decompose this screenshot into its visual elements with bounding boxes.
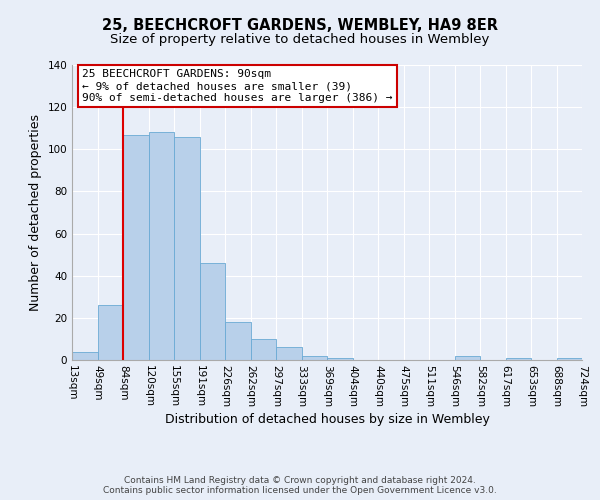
- Bar: [251, 339, 276, 360]
- Bar: [327, 358, 353, 360]
- X-axis label: Distribution of detached houses by size in Wembley: Distribution of detached houses by size …: [164, 412, 490, 426]
- Text: 25 BEECHCROFT GARDENS: 90sqm
← 9% of detached houses are smaller (39)
90% of sem: 25 BEECHCROFT GARDENS: 90sqm ← 9% of det…: [82, 70, 392, 102]
- Bar: [225, 322, 251, 360]
- Bar: [97, 305, 123, 360]
- Text: 25, BEECHCROFT GARDENS, WEMBLEY, HA9 8ER: 25, BEECHCROFT GARDENS, WEMBLEY, HA9 8ER: [102, 18, 498, 32]
- Text: Contains HM Land Registry data © Crown copyright and database right 2024.: Contains HM Land Registry data © Crown c…: [124, 476, 476, 485]
- Bar: [276, 348, 302, 360]
- Bar: [505, 358, 531, 360]
- Y-axis label: Number of detached properties: Number of detached properties: [29, 114, 42, 311]
- Bar: [199, 263, 225, 360]
- Bar: [149, 132, 174, 360]
- Bar: [123, 134, 149, 360]
- Bar: [455, 356, 480, 360]
- Text: Contains public sector information licensed under the Open Government Licence v3: Contains public sector information licen…: [103, 486, 497, 495]
- Bar: [557, 358, 582, 360]
- Bar: [72, 352, 97, 360]
- Bar: [302, 356, 327, 360]
- Text: Size of property relative to detached houses in Wembley: Size of property relative to detached ho…: [110, 32, 490, 46]
- Bar: [174, 136, 199, 360]
